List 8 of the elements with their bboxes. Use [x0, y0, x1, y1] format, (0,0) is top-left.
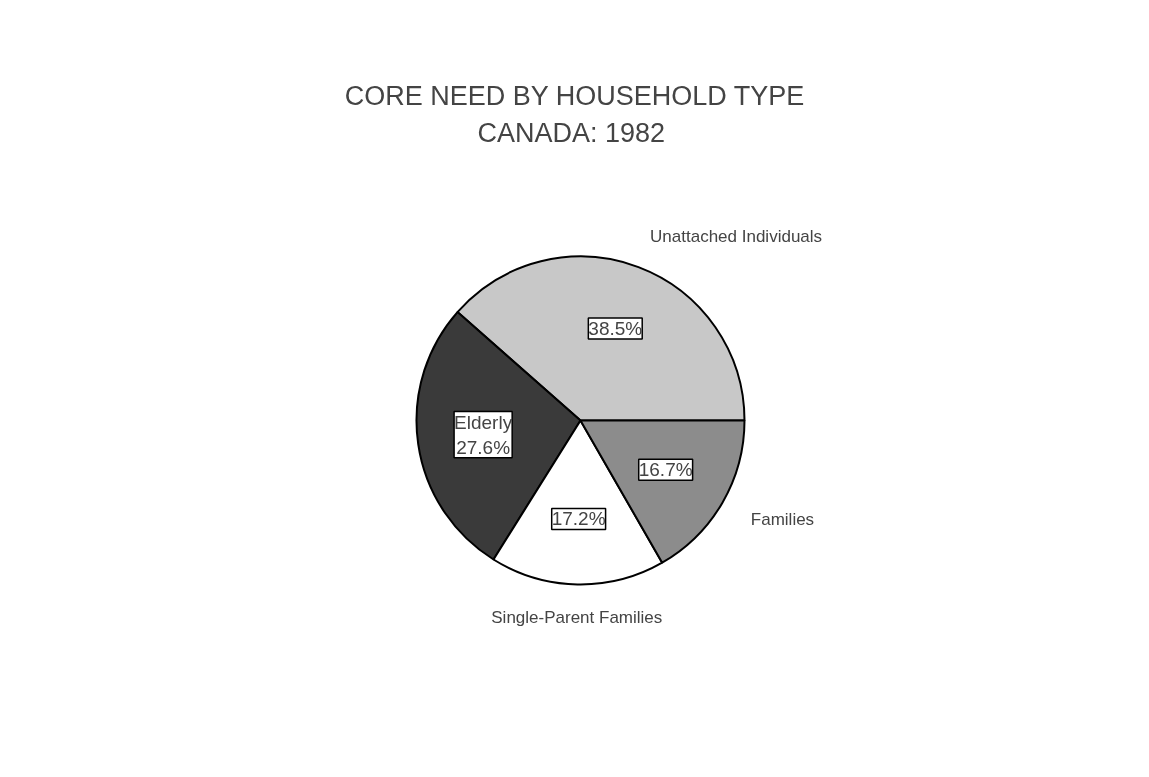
data-label: 16.7%: [638, 459, 693, 481]
chart-subtitle: CANADA: 1982: [477, 117, 666, 148]
slice-label: Single-Parent Families: [491, 607, 663, 627]
slice-label: Unattached Individuals: [650, 226, 823, 246]
chart-title: CORE NEED BY HOUSEHOLD TYPE: [344, 80, 805, 111]
data-label: 27.6%: [456, 436, 511, 458]
data-label: 17.2%: [551, 508, 606, 530]
slice-label: Families: [750, 509, 815, 529]
